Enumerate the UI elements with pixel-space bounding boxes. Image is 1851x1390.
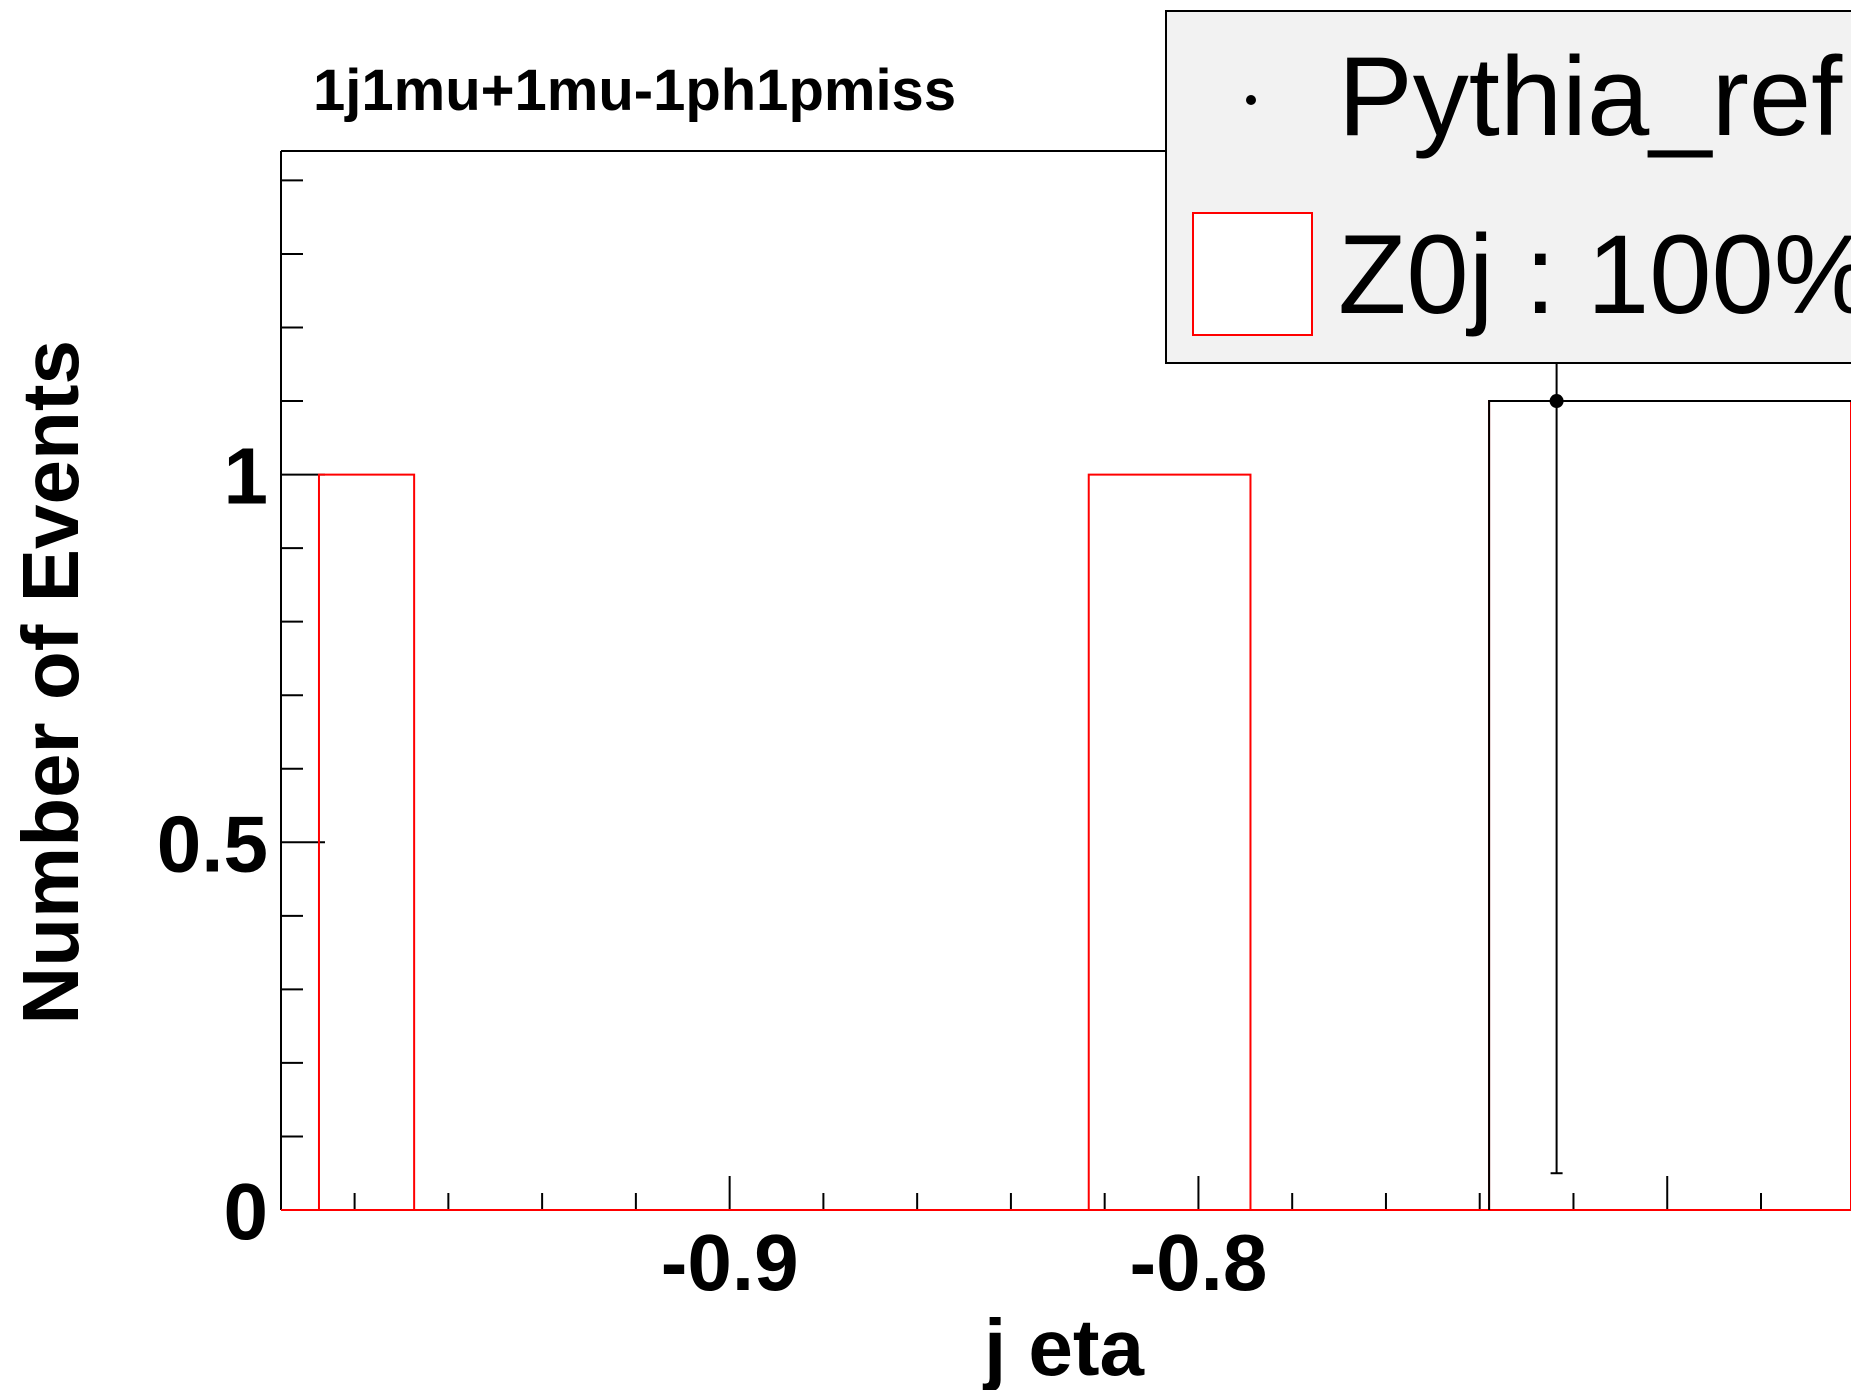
histogram-bin xyxy=(1087,473,1252,1210)
histogram-bin xyxy=(1488,400,1851,1210)
x-tick-label: -0.9 xyxy=(661,1218,799,1307)
tick-marks xyxy=(281,179,1762,1211)
legend-label-pythia: Pythia_ref xyxy=(1338,34,1843,159)
x-tick-label: -0.8 xyxy=(1130,1218,1268,1307)
x-axis-label: j eta xyxy=(982,1303,1145,1390)
data-point xyxy=(1549,394,1564,409)
chart-title: 1j1mu+1mu-1ph1pmiss xyxy=(313,58,956,123)
tick-labels: 0 0.5 1 -0.9 -0.8 xyxy=(157,432,1268,1307)
y-axis-label: Number of Events xyxy=(6,340,95,1025)
y-tick-label: 0.5 xyxy=(157,799,268,888)
legend-label-z0j: Z0j : 100% xyxy=(1338,212,1851,337)
legend-marker-pythia xyxy=(1246,95,1256,105)
ref-histogram-outline xyxy=(1488,400,1851,1210)
y-tick-label: 0 xyxy=(224,1167,269,1256)
legend-swatch-z0j xyxy=(1192,212,1313,336)
histogram-bin xyxy=(317,473,416,1210)
y-tick-label: 1 xyxy=(224,432,269,521)
histogram-series xyxy=(281,400,1851,1211)
legend: Pythia_ref Z0j : 100% xyxy=(1165,10,1851,364)
